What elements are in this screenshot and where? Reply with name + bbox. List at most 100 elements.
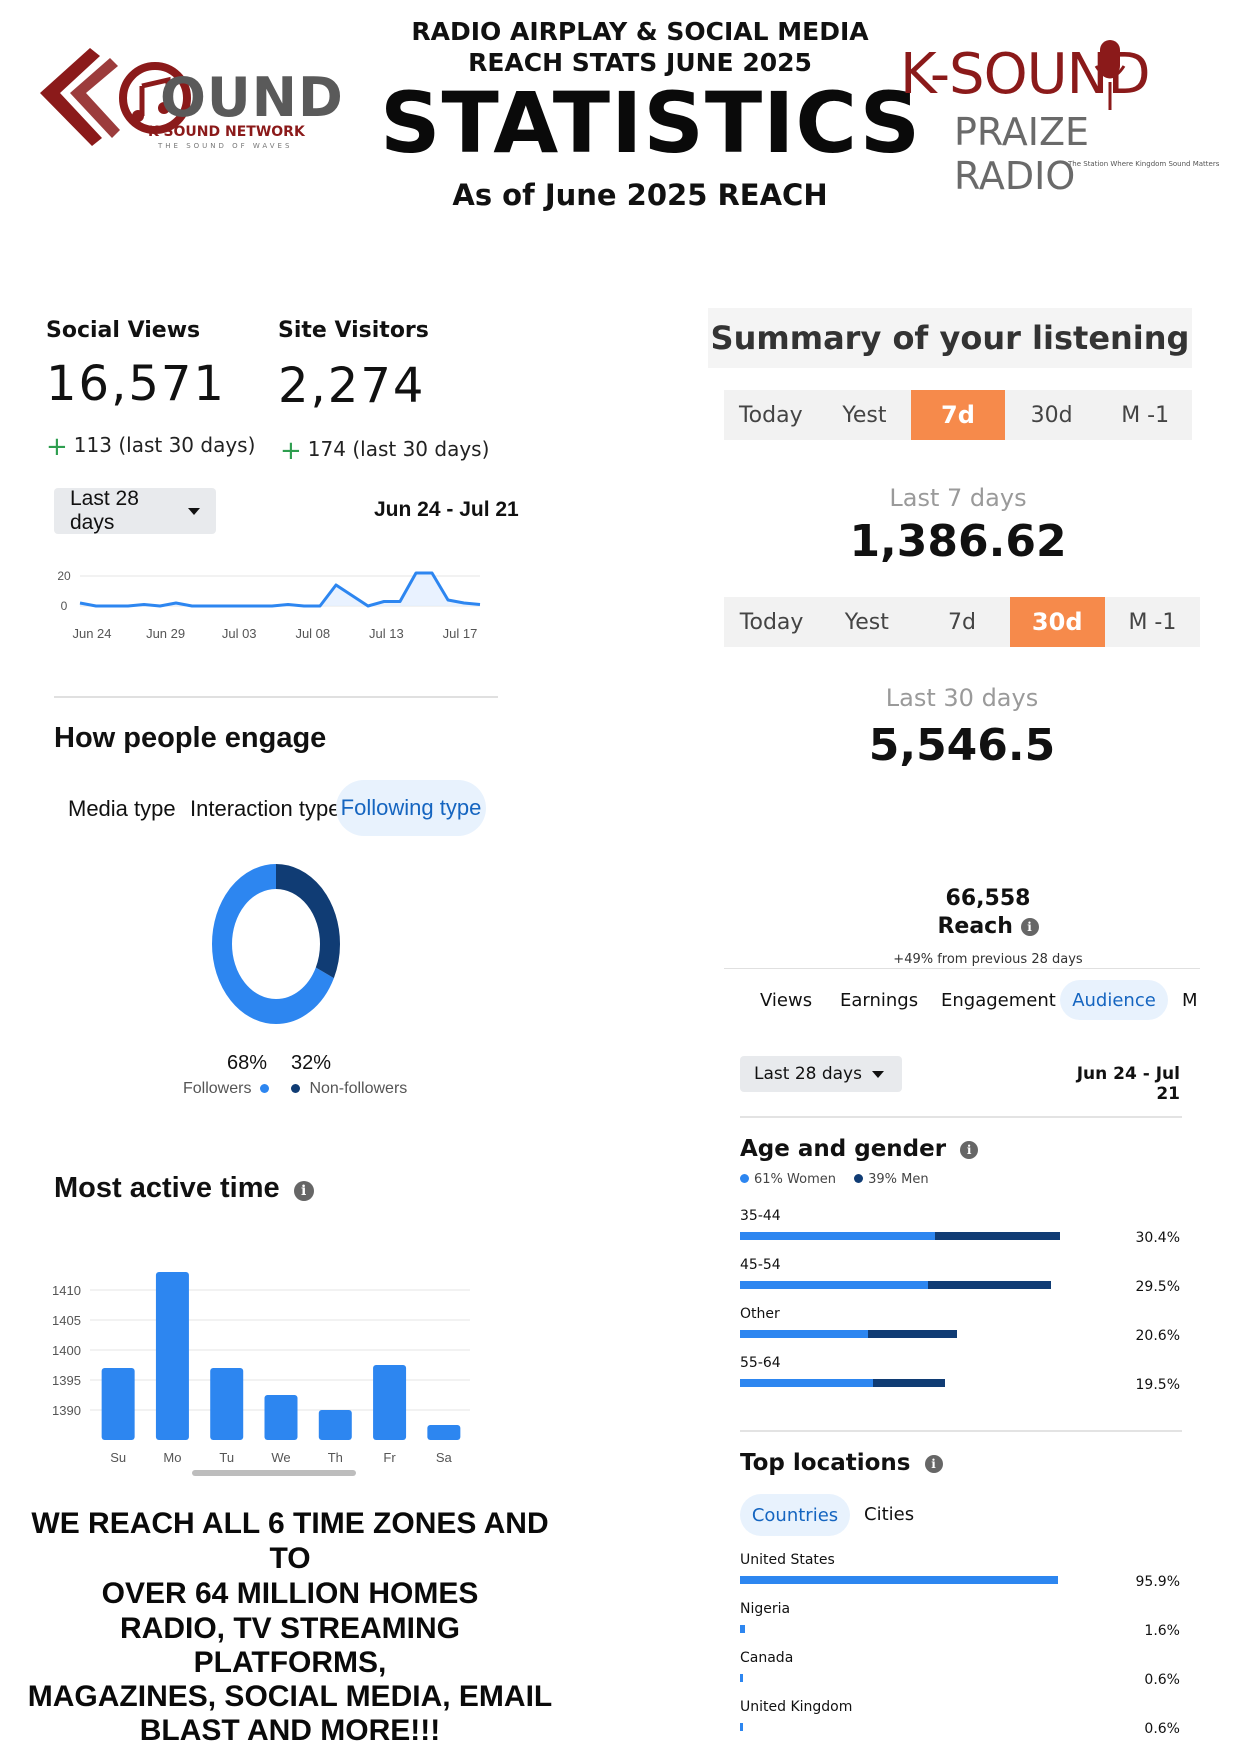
x-tick-label: Su [110, 1450, 126, 1465]
tab-yesterday[interactable]: Yest [842, 402, 887, 428]
x-tick-label: Jul 08 [295, 626, 330, 641]
tab-earnings[interactable]: Earnings [840, 990, 919, 1011]
age-row-35-44: 35-44 30.4% [740, 1208, 1180, 1248]
site-visitors-label: Site Visitors [278, 318, 429, 343]
location-row: Nigeria 1.6% [740, 1601, 1180, 1641]
followers-dot-icon [259, 1084, 269, 1093]
divider [740, 1430, 1182, 1432]
platforms-claim-line2: MAGAZINES, SOCIAL MEDIA, EMAIL [27, 1680, 553, 1713]
x-tick-label: Jul 03 [222, 626, 257, 641]
listening-title: Summary of your listening [708, 308, 1192, 368]
x-tick-label: Jul 13 [369, 626, 404, 641]
tab-more[interactable]: M [1182, 990, 1198, 1011]
age-pct: 19.5% [1135, 1377, 1180, 1393]
x-tick-label: Jun 24 [72, 626, 111, 641]
followers-donut-chart [212, 864, 340, 1024]
social-views-delta: +113 (last 30 days) [46, 432, 255, 462]
women-bar [740, 1330, 869, 1338]
info-icon[interactable]: i [293, 1181, 314, 1201]
listening-tabs-week: Today Yest 7d 30d M -1 [724, 390, 1192, 440]
plus-icon: + [46, 432, 68, 462]
date-range-dropdown[interactable]: Last 28 days [54, 487, 216, 534]
site-visitors-delta: +174 (last 30 days) [280, 436, 489, 466]
left-logo-network: K-SOUND NETWORK [148, 124, 305, 140]
tab-7d[interactable]: 7d [911, 390, 1005, 440]
nonfollowers-dot-icon [291, 1084, 300, 1093]
men-bar [872, 1379, 946, 1387]
tab-cities[interactable]: Cities [864, 1504, 915, 1525]
audience-range-dropdown[interactable]: Last 28 days [740, 1056, 902, 1092]
tab-m-1[interactable]: M -1 [1121, 402, 1170, 428]
location-bar-fill [740, 1723, 743, 1731]
audience-range-label: Last 28 days [754, 1064, 862, 1084]
tab-30d[interactable]: 30d [1009, 597, 1105, 647]
platforms-claim: RADIO, TV STREAMING PLATFORMS, MAGAZINES… [20, 1612, 560, 1748]
location-row: Canada 0.6% [740, 1650, 1180, 1690]
x-tick-label: Jul 17 [443, 626, 478, 641]
site-visitors-delta-text: 174 (last 30 days) [307, 437, 490, 461]
tab-countries[interactable]: Countries [740, 1494, 850, 1536]
tab-30d[interactable]: 30d [1030, 402, 1073, 428]
x-tick-label: Tu [219, 1450, 234, 1465]
date-range-label: Last 28 days [70, 487, 139, 534]
chevron-down-icon [871, 1070, 884, 1078]
info-icon[interactable]: i [924, 1455, 943, 1473]
bar-th [318, 1410, 352, 1440]
info-icon[interactable]: i [1020, 918, 1039, 936]
views-line-chart: 20 0 Jun 24 Jun 29 Jul 03 Jul 08 Jul 13 Jul 17 [57, 569, 481, 641]
header-title: RADIO AIRPLAY & SOCIAL MEDIA REACH STATS… [400, 16, 880, 78]
statistics-title: STATISTICS [380, 74, 922, 172]
nonfollowers-pct: 32% [291, 1052, 332, 1074]
location-label: Nigeria [740, 1601, 791, 1617]
site-visitors-value: 2,274 [278, 358, 426, 414]
gender-legend: 61% Women 39% Men [740, 1172, 929, 1187]
tab-following-type[interactable]: Following type [336, 780, 486, 836]
tab-interaction-type[interactable]: Interaction type [190, 796, 341, 821]
tab-media-type[interactable]: Media type [68, 796, 176, 821]
tab-yesterday[interactable]: Yest [844, 609, 889, 635]
bar-sa [427, 1425, 461, 1440]
y-tick-label: 20 [57, 569, 71, 583]
age-row-other: Other 20.6% [740, 1306, 1180, 1346]
y-tick-label: 1390 [52, 1403, 81, 1418]
reach-change: +49% from previous 28 days [893, 952, 1083, 966]
location-row: United Kingdom 0.6% [740, 1699, 1180, 1739]
tab-m-1[interactable]: M -1 [1128, 609, 1177, 635]
audience-range-dates: Jun 24 - Jul 21 [1076, 1064, 1180, 1104]
location-label: United States [740, 1552, 835, 1568]
tab-today[interactable]: Today [739, 609, 804, 635]
age-pct: 20.6% [1135, 1328, 1180, 1344]
bar-fr [373, 1365, 407, 1440]
tab-countries-label: Countries [751, 1504, 839, 1526]
week-value: 1,386.62 [849, 516, 1067, 567]
tab-engagement[interactable]: Engagement [941, 990, 1056, 1011]
age-label: 45-54 [740, 1257, 781, 1273]
reach-label: Reach i [880, 914, 1096, 939]
social-views-delta-text: 113 (last 30 days) [73, 433, 256, 457]
reach-label-text: Reach [937, 914, 1013, 939]
location-pct: 95.9% [1135, 1574, 1180, 1590]
women-bar [740, 1232, 935, 1240]
age-label: 35-44 [740, 1208, 781, 1224]
tab-following-type-label: Following type [340, 795, 482, 820]
x-tick-label: Th [328, 1450, 343, 1465]
horizontal-scrollbar[interactable] [192, 1470, 356, 1476]
location-bar-fill [740, 1625, 746, 1633]
tab-views[interactable]: Views [760, 990, 813, 1011]
top-locations-title: Top locations i [740, 1450, 943, 1476]
age-gender-title: Age and gender i [740, 1136, 979, 1162]
tab-today[interactable]: Today [738, 402, 803, 428]
tab-7d[interactable]: 7d [948, 609, 976, 635]
nonfollowers-legend-label: Non-followers [309, 1080, 408, 1097]
men-bar [868, 1330, 957, 1338]
info-icon[interactable]: i [960, 1141, 979, 1159]
platforms-claim-line3: BLAST AND MORE!!! [139, 1714, 441, 1747]
location-label: United Kingdom [740, 1699, 853, 1715]
age-label: Other [740, 1306, 780, 1322]
divider [724, 968, 1200, 969]
bar-mo [155, 1272, 189, 1440]
tab-audience[interactable]: Audience [1060, 980, 1168, 1020]
x-tick-label: We [271, 1450, 290, 1465]
women-legend: 61% Women [754, 1172, 836, 1187]
tab-audience-label: Audience [1072, 989, 1156, 1011]
